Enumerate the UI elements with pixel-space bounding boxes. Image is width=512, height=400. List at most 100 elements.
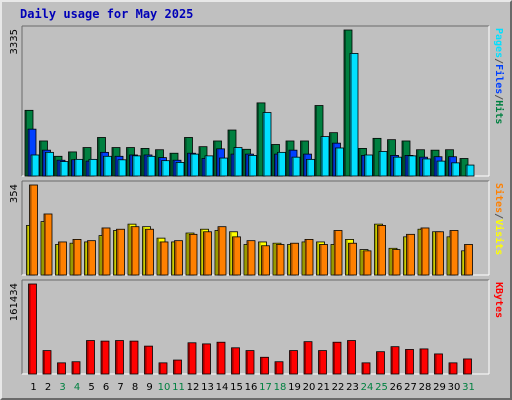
x-label-day-14: 14 [216, 382, 229, 393]
bar-kbytes-day-4 [71, 361, 81, 375]
bar-shade-files-day-14 [217, 149, 219, 176]
bar-shade-sites-day-17 [262, 246, 264, 275]
bar-shade-hits-day-17 [257, 103, 259, 176]
bar-kbytes-day-8 [129, 340, 139, 375]
bar-shade-kbytes-day-2 [43, 351, 45, 374]
x-label-day-4: 4 [74, 382, 80, 393]
bar-pages-day-17 [262, 112, 272, 177]
bar-shade-sites-day-21 [320, 245, 322, 275]
bar-shade-hits-day-16 [243, 149, 245, 176]
bar-sites-day-21 [319, 244, 328, 276]
x-label-day-3: 3 [59, 382, 65, 393]
x-label-day-24: 24 [361, 382, 374, 393]
bar-shade-kbytes-day-26 [391, 347, 393, 374]
bar-shade-pages-day-12 [191, 154, 193, 176]
bar-shade-sites-day-23 [349, 243, 351, 275]
x-label-day-9: 9 [146, 382, 152, 393]
bar-shade-sites-day-7 [117, 229, 119, 275]
bar-shade-hits-day-20 [301, 141, 303, 176]
bar-kbytes-day-30 [448, 362, 458, 375]
bar-shade-kbytes-day-13 [203, 344, 205, 374]
bar-shade-kbytes-day-21 [319, 351, 321, 374]
bar-kbytes-day-10 [158, 362, 168, 375]
bar-shade-pages-day-30 [452, 163, 454, 176]
bar-kbytes-day-28 [419, 348, 429, 375]
bar-shade-visits-day-21 [317, 242, 319, 275]
bar-shade-kbytes-day-12 [188, 343, 190, 374]
x-label-day-23: 23 [346, 382, 359, 393]
x-label-day-20: 20 [303, 382, 316, 393]
bar-sites-day-5 [87, 240, 96, 276]
bar-shade-sites-day-4 [73, 240, 75, 275]
bar-shade-visits-day-26 [389, 248, 391, 275]
bar-sites-day-6 [101, 227, 111, 276]
bar-shade-pages-day-28 [423, 159, 425, 176]
bar-shade-sites-day-24 [363, 251, 365, 275]
bar-shade-sites-day-29 [436, 232, 438, 275]
bar-pages-day-28 [422, 158, 431, 177]
bar-sites-day-11 [174, 240, 183, 276]
bar-shade-pages-day-10 [162, 161, 164, 176]
bar-shade-hits-day-3 [54, 156, 56, 176]
series-sites [29, 184, 473, 276]
x-label-day-29: 29 [433, 382, 446, 393]
bar-shade-pages-day-17 [263, 113, 265, 176]
bar-shade-kbytes-day-27 [406, 350, 408, 374]
bar-shade-sites-day-9 [146, 229, 148, 275]
bar-shade-sites-day-11 [175, 241, 177, 275]
bar-shade-visits-day-13 [201, 229, 203, 275]
bar-shade-pages-day-15 [234, 148, 236, 176]
chart-title: Daily usage for May 2025 [20, 7, 194, 21]
bar-shade-visits-day-17 [259, 242, 261, 275]
bar-shade-pages-day-14 [220, 158, 222, 176]
bar-shade-kbytes-day-8 [130, 341, 132, 374]
bar-shade-pages-day-11 [176, 163, 178, 176]
legend-hits-files-pages: Pages/Files/Hits [493, 28, 505, 124]
bar-shade-files-day-28 [420, 157, 422, 176]
bar-shade-pages-day-18 [278, 152, 280, 176]
bar-shade-pages-day-31 [466, 165, 468, 176]
bar-shade-pages-day-13 [205, 156, 207, 176]
bar-shade-hits-day-30 [446, 150, 448, 176]
bar-shade-hits-day-14 [214, 141, 216, 176]
bar-shade-sites-day-28 [421, 228, 423, 275]
bar-shade-kbytes-day-28 [420, 349, 422, 374]
bar-shade-hits-day-31 [460, 159, 462, 176]
bar-shade-pages-day-25 [379, 152, 381, 176]
series-pages [30, 53, 475, 177]
bar-kbytes-day-27 [405, 349, 414, 375]
legend-item-0: Sites [493, 183, 505, 213]
bar-shade-pages-day-2 [46, 152, 48, 176]
bar-shade-kbytes-day-10 [159, 363, 161, 374]
bar-shade-visits-day-3 [56, 245, 58, 275]
bar-shade-visits-day-2 [41, 222, 43, 275]
bar-shade-pages-day-16 [249, 156, 251, 176]
bar-kbytes-day-24 [361, 362, 371, 375]
bar-shade-kbytes-day-4 [72, 362, 74, 374]
bar-shade-files-day-15 [231, 154, 233, 176]
bar-pages-day-16 [248, 155, 257, 177]
bar-shade-pages-day-19 [292, 157, 294, 176]
bar-sites-day-12 [188, 233, 198, 276]
bar-pages-day-14 [219, 157, 228, 177]
bar-shade-visits-day-4 [70, 243, 72, 275]
bar-shade-files-day-1 [28, 129, 30, 176]
bar-shade-pages-day-8 [133, 156, 135, 176]
bar-shade-sites-day-12 [189, 234, 191, 275]
bar-sites-day-27 [406, 233, 415, 276]
bar-shade-kbytes-day-14 [217, 342, 219, 374]
bar-shade-hits-day-7 [112, 148, 114, 176]
bar-kbytes-day-18 [274, 361, 284, 375]
bar-pages-day-7 [117, 159, 127, 177]
bar-shade-files-day-3 [57, 160, 59, 176]
bar-shade-visits-day-23 [346, 240, 348, 275]
bar-shade-hits-day-21 [315, 106, 317, 176]
bar-shade-sites-day-19 [291, 243, 293, 275]
bar-kbytes-day-20 [303, 341, 313, 375]
bar-shade-sites-day-25 [378, 226, 380, 275]
bar-shade-hits-day-4 [69, 152, 71, 176]
bar-shade-kbytes-day-9 [145, 346, 147, 374]
bar-shade-sites-day-3 [59, 242, 61, 275]
bar-kbytes-day-22 [332, 341, 342, 375]
